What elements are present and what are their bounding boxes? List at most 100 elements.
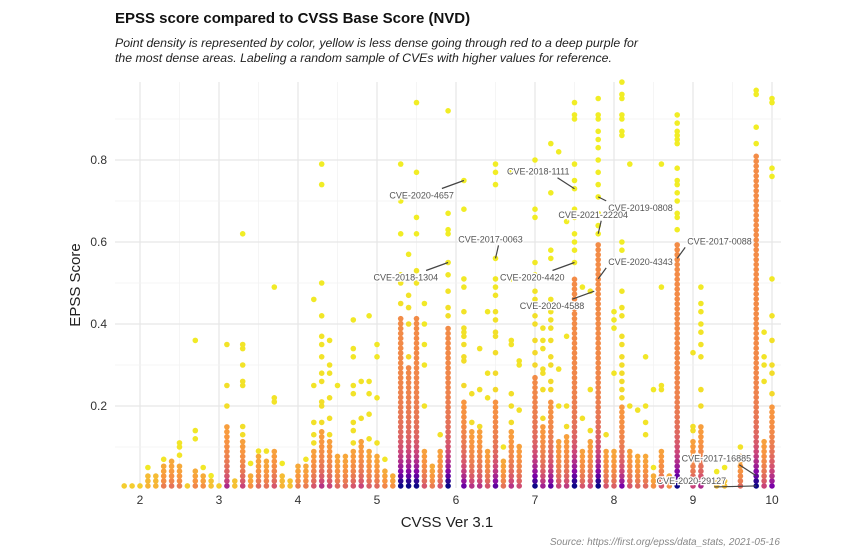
data-point	[366, 478, 372, 484]
data-point	[532, 349, 538, 356]
data-point	[484, 463, 491, 470]
data-point	[508, 478, 515, 484]
data-point	[627, 448, 633, 455]
data-point	[737, 478, 744, 484]
data-point	[571, 320, 578, 327]
data-point	[548, 337, 554, 344]
data-point	[619, 473, 625, 479]
data-point	[413, 404, 420, 411]
data-point	[595, 468, 601, 474]
data-point	[153, 473, 159, 479]
data-point	[737, 444, 744, 450]
data-point	[239, 438, 246, 445]
data-point	[358, 438, 365, 445]
data-point	[445, 438, 451, 445]
data-point	[508, 429, 515, 435]
data-point	[571, 276, 578, 283]
data-point	[145, 478, 151, 484]
data-point	[334, 463, 341, 470]
annotation-leader	[441, 179, 465, 190]
data-point	[658, 386, 665, 393]
data-point	[595, 95, 601, 102]
data-point	[595, 128, 601, 135]
data-point	[674, 276, 680, 283]
data-point	[753, 242, 759, 248]
data-point	[532, 414, 538, 420]
data-point	[674, 414, 680, 420]
data-point	[469, 419, 475, 426]
data-point	[160, 456, 167, 463]
data-point	[516, 448, 522, 455]
data-point	[318, 399, 325, 405]
data-point	[232, 483, 238, 489]
data-point	[532, 214, 538, 221]
data-point	[350, 390, 357, 397]
cve-annotations: CVE-2020-4657CVE-2018-1111CVE-2019-0808C…	[372, 165, 757, 488]
data-point	[753, 153, 759, 160]
data-point	[761, 443, 767, 450]
data-point	[318, 181, 325, 188]
data-point	[508, 443, 515, 450]
data-point	[405, 384, 412, 391]
data-point	[239, 463, 246, 470]
data-point	[484, 370, 491, 377]
data-point	[619, 288, 625, 295]
data-point	[540, 366, 546, 372]
data-point	[634, 468, 641, 474]
data-point	[587, 483, 594, 489]
data-point	[563, 463, 570, 470]
data-point	[753, 178, 759, 184]
data-point	[476, 463, 483, 470]
data-point	[690, 458, 696, 465]
data-point	[650, 478, 657, 484]
data-point	[168, 463, 175, 470]
data-point	[303, 483, 309, 489]
data-point	[445, 394, 451, 401]
data-point	[619, 304, 625, 311]
data-point	[429, 483, 436, 489]
data-point	[437, 463, 444, 470]
data-point	[318, 313, 325, 319]
data-point	[619, 424, 625, 430]
data-point	[224, 458, 230, 465]
data-point	[168, 478, 175, 484]
data-point	[753, 301, 759, 307]
x-tick-label: 8	[611, 493, 618, 507]
data-point	[587, 478, 594, 484]
data-point	[619, 404, 625, 411]
data-point	[374, 453, 380, 460]
data-point	[239, 473, 246, 479]
data-point	[397, 429, 404, 435]
data-point	[753, 369, 759, 376]
data-point	[492, 370, 499, 377]
data-point	[769, 433, 775, 440]
annotation-leader	[676, 247, 686, 259]
data-point	[769, 458, 775, 465]
data-point	[445, 325, 451, 332]
data-point	[405, 448, 412, 455]
data-point	[690, 473, 696, 479]
data-point	[160, 463, 167, 470]
data-point	[674, 443, 680, 450]
data-point	[516, 458, 522, 465]
data-point	[753, 306, 759, 312]
data-point	[571, 99, 578, 106]
data-point	[674, 453, 680, 460]
data-point	[311, 382, 317, 389]
data-point	[769, 443, 775, 450]
source-note: Source: https://first.org/epss/data_stat…	[549, 537, 780, 548]
data-point	[532, 458, 538, 465]
data-point	[461, 443, 467, 450]
data-point	[532, 337, 538, 344]
data-point	[145, 464, 151, 471]
data-point	[666, 478, 673, 484]
data-point	[674, 140, 680, 147]
data-point	[405, 304, 412, 311]
data-point	[461, 453, 467, 460]
data-point	[397, 404, 404, 411]
data-point	[311, 483, 317, 489]
data-point	[374, 473, 380, 479]
data-point	[445, 108, 451, 114]
data-point	[224, 433, 230, 440]
data-point	[413, 231, 420, 237]
